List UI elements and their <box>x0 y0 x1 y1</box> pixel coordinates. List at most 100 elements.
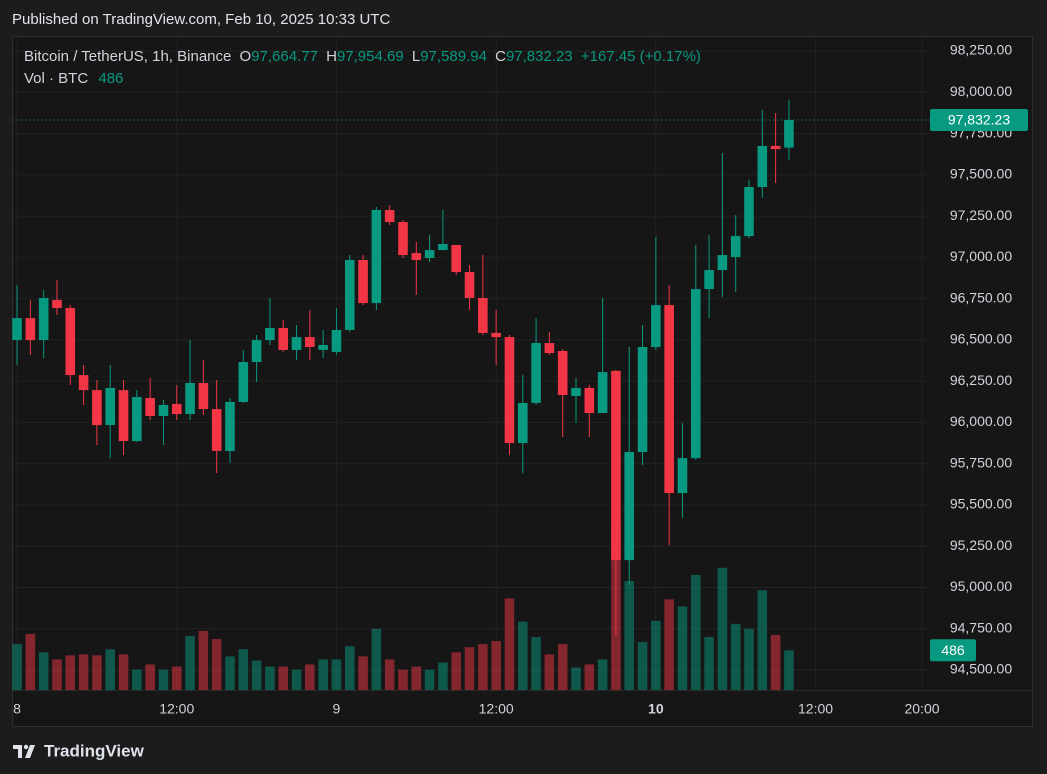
candle-body <box>92 390 102 426</box>
candles <box>12 99 794 636</box>
candle-body <box>517 402 528 444</box>
volume-bar <box>571 667 581 690</box>
y-tick-label: 94,500.00 <box>950 661 1012 677</box>
last-price-box <box>930 108 1028 131</box>
volume-bar <box>438 662 448 690</box>
y-tick-label: 94,750.00 <box>950 619 1012 635</box>
volume-bar <box>305 664 315 690</box>
volume-bar <box>491 641 501 690</box>
y-tick-label: 95,250.00 <box>950 537 1012 553</box>
candle-body <box>664 305 674 494</box>
volume-bar <box>331 659 342 690</box>
volume-bar <box>584 664 595 690</box>
logo-part <box>13 745 22 758</box>
legend-high-label: H <box>326 48 337 65</box>
volume-bar <box>65 655 76 690</box>
logo-part <box>23 744 29 750</box>
candle-body <box>770 145 781 150</box>
volume-bar <box>664 599 674 690</box>
candle-body <box>118 390 129 442</box>
candle-body <box>358 259 368 304</box>
volume-bar <box>677 606 688 690</box>
volume-bar <box>757 590 768 690</box>
logo-part <box>25 745 35 758</box>
volume-bar <box>717 567 728 690</box>
volume-bar <box>145 664 155 690</box>
volume-bar <box>198 630 209 690</box>
candle-body <box>637 346 648 452</box>
volume-bar <box>105 649 116 690</box>
y-tick-label: 96,750.00 <box>950 289 1012 305</box>
volume-bar <box>557 644 568 690</box>
legend-close: 97,832.23 <box>506 48 573 65</box>
candle-body <box>105 387 116 426</box>
volume-legend: Vol · BTC 486 <box>24 70 123 87</box>
candle-body <box>730 236 741 258</box>
candle-body <box>478 297 488 333</box>
volume-bar <box>318 659 328 690</box>
brand-name: TradingView <box>44 741 145 760</box>
volume-bar <box>185 636 195 690</box>
volume-bar <box>265 666 275 690</box>
candle-body <box>371 209 382 304</box>
candle-body <box>744 187 754 237</box>
volume-title: Vol · BTC <box>24 70 88 87</box>
volume-bar <box>784 650 794 690</box>
volume-bar <box>464 647 475 690</box>
volume-bar <box>451 652 462 690</box>
volume-bar <box>517 621 528 690</box>
volume-bar <box>744 628 754 690</box>
legend-open-label: O <box>240 48 252 65</box>
candle-body <box>331 329 342 352</box>
volume-pane <box>12 523 794 690</box>
candle-body <box>504 337 515 444</box>
x-tick-label: 20:00 <box>904 701 939 717</box>
candle-body <box>12 318 22 341</box>
x-tick-label: 12:00 <box>798 701 833 717</box>
volume-bar <box>504 598 515 690</box>
volume-bar <box>225 656 235 690</box>
candle-body <box>305 337 315 347</box>
candle-body <box>171 403 182 415</box>
candle-body <box>25 318 36 341</box>
candle-body <box>491 332 501 338</box>
legend-change: +167.45 (+0.17%) <box>581 48 701 65</box>
y-tick-label: 97,250.00 <box>950 207 1012 223</box>
volume-bar <box>211 639 222 690</box>
candle-body <box>145 397 155 416</box>
candle-body <box>291 337 302 350</box>
candle-body <box>78 375 89 391</box>
candle-body <box>132 397 142 442</box>
volume-bar <box>238 649 249 690</box>
candle-body <box>278 328 289 350</box>
legend-close-label: C <box>495 48 506 65</box>
volume-bar <box>278 666 289 690</box>
volume-bar <box>730 623 741 690</box>
volume-bar <box>78 654 89 690</box>
candle-body <box>557 350 568 396</box>
candle-body <box>624 451 635 561</box>
candle-body <box>65 308 76 376</box>
candle-body <box>784 119 794 148</box>
candle-body <box>344 259 355 330</box>
candle-body <box>690 289 701 459</box>
legend-open: 97,664.77 <box>251 48 318 65</box>
volume-bar <box>424 669 435 690</box>
candle-body <box>677 458 688 494</box>
volume-bar <box>132 669 142 690</box>
volume-bar <box>158 669 169 690</box>
brand-logo <box>13 744 35 758</box>
y-tick-label: 95,500.00 <box>950 496 1012 512</box>
candle-body <box>238 362 249 402</box>
y-tick-label: 96,250.00 <box>950 372 1012 388</box>
legend-high: 97,954.69 <box>337 48 404 65</box>
x-tick-label: 10 <box>648 701 664 717</box>
x-tick-label: 9 <box>333 701 341 717</box>
volume-bar <box>690 574 701 690</box>
volume-bar <box>251 660 262 690</box>
candle-body <box>424 250 435 259</box>
candle-body <box>584 387 595 414</box>
volume-bar <box>371 628 382 690</box>
